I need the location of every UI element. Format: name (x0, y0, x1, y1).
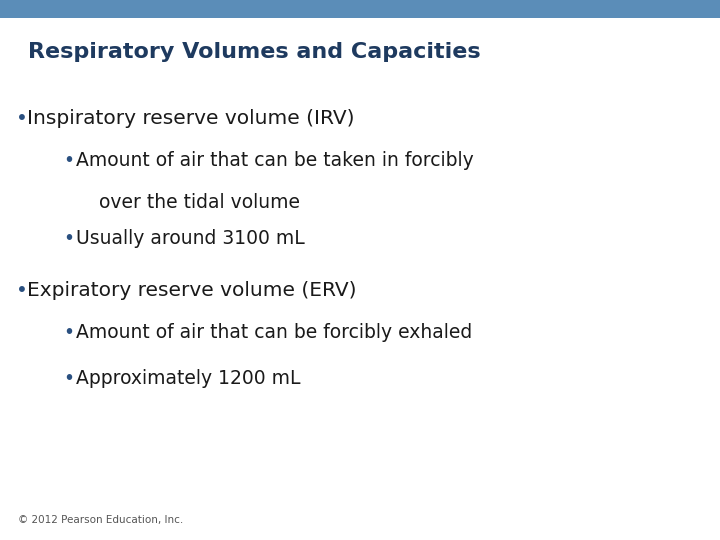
FancyBboxPatch shape (0, 0, 720, 18)
Text: © 2012 Pearson Education, Inc.: © 2012 Pearson Education, Inc. (18, 515, 184, 525)
Text: •: • (63, 228, 74, 247)
Text: •: • (63, 369, 74, 388)
Text: Usually around 3100 mL: Usually around 3100 mL (76, 228, 305, 247)
Text: Approximately 1200 mL: Approximately 1200 mL (76, 369, 300, 388)
Text: •: • (16, 109, 27, 127)
Text: •: • (63, 151, 74, 170)
Text: Respiratory Volumes and Capacities: Respiratory Volumes and Capacities (28, 42, 481, 62)
Text: •: • (63, 322, 74, 341)
Text: Amount of air that can be forcibly exhaled: Amount of air that can be forcibly exhal… (76, 322, 472, 341)
Text: Expiratory reserve volume (ERV): Expiratory reserve volume (ERV) (27, 280, 357, 300)
Text: over the tidal volume: over the tidal volume (99, 192, 300, 212)
Text: •: • (16, 280, 27, 300)
Text: Amount of air that can be taken in forcibly: Amount of air that can be taken in forci… (76, 151, 473, 170)
Text: Inspiratory reserve volume (IRV): Inspiratory reserve volume (IRV) (27, 109, 355, 127)
